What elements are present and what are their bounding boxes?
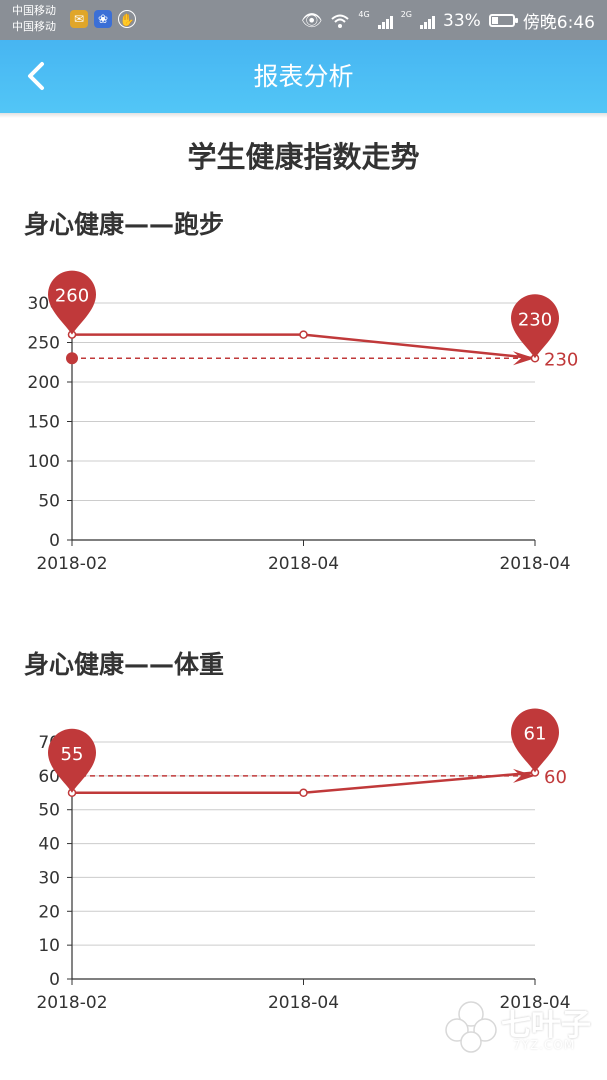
header-title: 报表分析 [253, 62, 354, 91]
leaf-logo-icon [445, 1001, 497, 1053]
y-tick-label: 0 [49, 970, 60, 990]
x-tick-label: 2018-04 [268, 993, 339, 1013]
eye-icon: 👁 [300, 10, 323, 31]
battery-percent: 33% [443, 10, 481, 31]
notification-icons: ✉ ❀ ✋ [70, 10, 136, 28]
network-type-1: 4G [358, 10, 370, 19]
message-icon: ✉ [70, 10, 88, 28]
x-tick-label: 2018-04 [268, 554, 339, 574]
y-tick-label: 60 [38, 767, 60, 787]
header-shadow [0, 113, 607, 118]
carrier-2: 中国移动 [12, 20, 56, 33]
watermark-text: 七叶子 [501, 1008, 591, 1043]
data-point [299, 788, 308, 798]
watermark-subtext: 7YZ.COM [513, 1038, 576, 1052]
markpoint-label: 55 [61, 744, 84, 765]
section-title-running: 身心健康——跑步 [24, 210, 225, 239]
baidu-paw-icon: ❀ [94, 10, 112, 28]
data-point [299, 330, 308, 339]
wifi-icon [331, 14, 350, 28]
battery-icon [488, 14, 518, 27]
markpoint-pin [48, 728, 96, 793]
app-header: 报表分析 [0, 40, 607, 113]
markline-start-point [66, 352, 78, 365]
y-tick-label: 100 [28, 452, 60, 472]
y-tick-label: 10 [38, 936, 60, 956]
y-tick-label: 50 [38, 492, 60, 512]
x-tick-label: 2018-02 [36, 993, 107, 1013]
markline-label: 60 [544, 767, 567, 788]
y-tick-label: 30 [38, 868, 60, 888]
hand-icon: ✋ [118, 10, 136, 28]
carrier-labels: 中国移动 中国移动 [12, 3, 56, 35]
section-title-weight: 身心健康——体重 [24, 650, 225, 679]
y-tick-label: 0 [49, 531, 60, 551]
y-tick-label: 20 [38, 902, 60, 922]
back-button[interactable] [20, 58, 56, 94]
x-tick-label: 2018-04 [499, 993, 570, 1013]
watermark: 七叶子 7YZ.COM [443, 992, 593, 1062]
x-tick-label: 2018-02 [36, 554, 107, 574]
page-title: 学生健康指数走势 [187, 140, 420, 174]
markpoint-label: 61 [524, 723, 547, 744]
y-tick-label: 50 [38, 801, 60, 821]
signal-icon-2 [420, 13, 436, 29]
markline-arrow [513, 768, 535, 783]
x-tick-label: 2018-04 [499, 554, 570, 574]
markpoint-label: 260 [55, 286, 89, 307]
markline-label: 230 [544, 349, 578, 370]
system-indicators: 👁 4G 2G 33% 傍晚6:46 [301, 8, 595, 33]
markpoint-pin [511, 294, 559, 359]
markpoint-pin [48, 270, 96, 335]
chevron-left-icon [28, 62, 44, 90]
y-tick-label: 40 [38, 835, 60, 855]
network-type-2: 2G [400, 10, 413, 19]
y-tick-label: 150 [28, 413, 60, 433]
clock: 傍晚6:46 [522, 13, 595, 33]
y-tick-label: 200 [28, 373, 60, 393]
markpoint-label: 230 [518, 309, 552, 330]
markpoint-pin [511, 708, 559, 773]
status-bar: 中国移动 中国移动 ✉ ❀ ✋ 👁 4G 2G 33% 傍晚6:46 [0, 0, 607, 40]
signal-icon-1 [377, 13, 393, 29]
carrier-1: 中国移动 [12, 4, 56, 17]
y-tick-label: 250 [28, 334, 60, 354]
